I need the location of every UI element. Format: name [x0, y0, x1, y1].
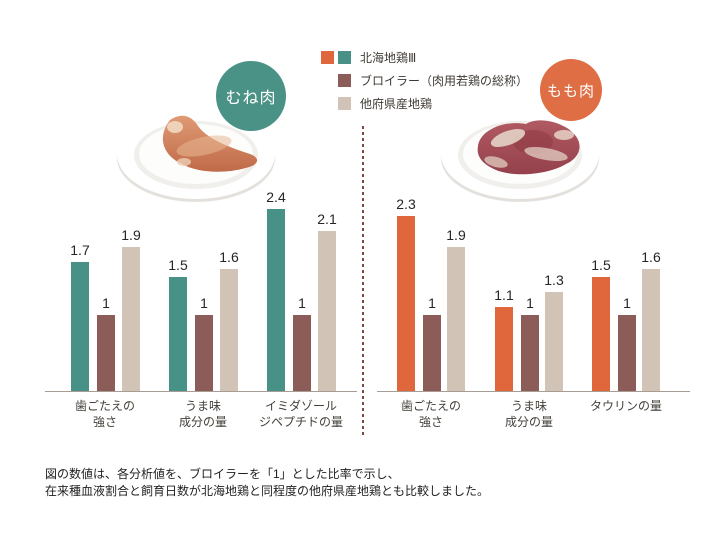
- bar: [495, 307, 513, 391]
- bar-value-label: 1.7: [70, 242, 90, 258]
- badge-mune-niku: むね肉: [216, 61, 286, 131]
- bar-value-label: 2.4: [266, 189, 286, 205]
- bar-value-label: 1: [623, 295, 631, 311]
- category-label: うま味 成分の量: [504, 399, 553, 429]
- bar-value-label: 1.9: [446, 227, 466, 243]
- legend-swatch: [338, 96, 351, 110]
- legend-item: 他府県産地鶏: [320, 96, 528, 111]
- legend-swatches: [320, 73, 351, 87]
- bar-value-label: 1.5: [591, 257, 611, 273]
- bar: [592, 277, 610, 391]
- bar: [642, 269, 660, 391]
- bar: [71, 262, 89, 391]
- bar-value-label: 1.5: [168, 257, 188, 273]
- dashed-divider-line: [362, 126, 364, 438]
- category-label: 歯ごたえの 強さ: [400, 399, 461, 429]
- legend: 北海地鶏Ⅲ ブロイラー（肉用若鶏の総称） 他府県産地鶏: [320, 50, 528, 119]
- bar-value-label: 1: [200, 295, 208, 311]
- category-label: 歯ごたえの 強さ: [74, 399, 135, 429]
- bar-value-label: 2.3: [396, 196, 416, 212]
- legend-label: ブロイラー（肉用若鶏の総称）: [360, 73, 529, 88]
- legend-swatches: [320, 96, 351, 110]
- footnote: 図の数値は、各分析値を、ブロイラーを「1」とした比率で示し、 在来種血液割合と飼…: [45, 466, 489, 500]
- footnote-line-2: 在来種血液割合と飼育日数が北海地鶏と同程度の他府県産地鶏とも比較しました。: [45, 484, 490, 498]
- legend-label: 北海地鶏Ⅲ: [360, 50, 417, 65]
- bar: [318, 231, 336, 391]
- x-axis: [377, 391, 690, 392]
- bar-value-label: 1: [102, 295, 110, 311]
- chicken-breast-photo: [112, 100, 280, 209]
- bar-value-label: 1: [298, 295, 306, 311]
- bar-value-label: 1.6: [641, 249, 661, 265]
- bar: [220, 269, 238, 391]
- bar: [195, 315, 213, 391]
- badge-momo-niku: もも肉: [540, 59, 602, 121]
- legend-item: 北海地鶏Ⅲ: [320, 50, 528, 65]
- bar-value-label: 1: [428, 295, 436, 311]
- bar-value-label: 1.9: [121, 227, 141, 243]
- chicken-thigh-photo: [438, 102, 606, 211]
- legend-swatch: [338, 73, 351, 87]
- bar: [122, 247, 140, 391]
- bar: [545, 292, 563, 391]
- bar-value-label: 2.1: [317, 211, 337, 227]
- x-axis: [45, 391, 357, 392]
- bar: [618, 315, 636, 391]
- legend-item: ブロイラー（肉用若鶏の総称）: [320, 73, 529, 88]
- bar-value-label: 1.6: [219, 249, 239, 265]
- bar: [293, 315, 311, 391]
- legend-swatches: [320, 50, 351, 64]
- bar-value-label: 1.1: [494, 287, 514, 303]
- bar-value-label: 1.3: [544, 272, 564, 288]
- category-label: うま味 成分の量: [178, 399, 227, 429]
- bar-value-label: 1: [526, 295, 534, 311]
- legend-label: 他府県産地鶏: [360, 96, 433, 111]
- legend-swatch: [338, 50, 351, 64]
- bar: [397, 216, 415, 391]
- bar: [423, 315, 441, 391]
- category-label: タウリンの量: [589, 399, 662, 413]
- bar: [521, 315, 539, 391]
- bar: [169, 277, 187, 391]
- legend-swatch: [321, 50, 334, 64]
- bar: [97, 315, 115, 391]
- bar: [447, 247, 465, 391]
- bar: [267, 209, 285, 391]
- category-label: イミダゾール ジペプチドの量: [258, 399, 343, 429]
- footnote-line-1: 図の数値は、各分析値を、ブロイラーを「1」とした比率で示し、: [45, 467, 400, 481]
